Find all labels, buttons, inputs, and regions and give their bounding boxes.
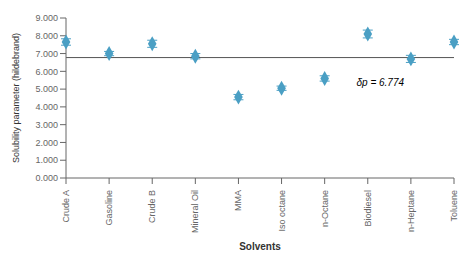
svg-text:5.000: 5.000 bbox=[35, 84, 58, 94]
svg-text:Crude B: Crude B bbox=[147, 190, 157, 223]
svg-text:Toluene: Toluene bbox=[449, 190, 459, 222]
svg-text:n-Octane: n-Octane bbox=[320, 190, 330, 227]
svg-text:7.000: 7.000 bbox=[35, 49, 58, 59]
svg-text:2.000: 2.000 bbox=[35, 138, 58, 148]
svg-text:Gasoline: Gasoline bbox=[104, 190, 114, 226]
svg-text:Iso octane: Iso octane bbox=[277, 190, 287, 232]
svg-text:Biodiesel: Biodiesel bbox=[363, 190, 373, 227]
svg-text:1.000: 1.000 bbox=[35, 155, 58, 165]
svg-text:3.000: 3.000 bbox=[35, 120, 58, 130]
svg-text:6.000: 6.000 bbox=[35, 67, 58, 77]
svg-text:δp = 6.774: δp = 6.774 bbox=[357, 77, 405, 88]
svg-text:9.000: 9.000 bbox=[35, 13, 58, 23]
svg-text:Mineral Oil: Mineral Oil bbox=[190, 190, 200, 233]
svg-text:MMA: MMA bbox=[233, 190, 243, 211]
svg-text:8.000: 8.000 bbox=[35, 31, 58, 41]
svg-text:Solvents: Solvents bbox=[239, 241, 281, 252]
svg-text:0.000: 0.000 bbox=[35, 173, 58, 183]
svg-text:4.000: 4.000 bbox=[35, 102, 58, 112]
svg-text:n-Heptane: n-Heptane bbox=[406, 190, 416, 232]
svg-text:Solubility parameter (hildebra: Solubility parameter (hildebrand) bbox=[11, 33, 21, 163]
svg-text:Crude A: Crude A bbox=[61, 190, 71, 223]
